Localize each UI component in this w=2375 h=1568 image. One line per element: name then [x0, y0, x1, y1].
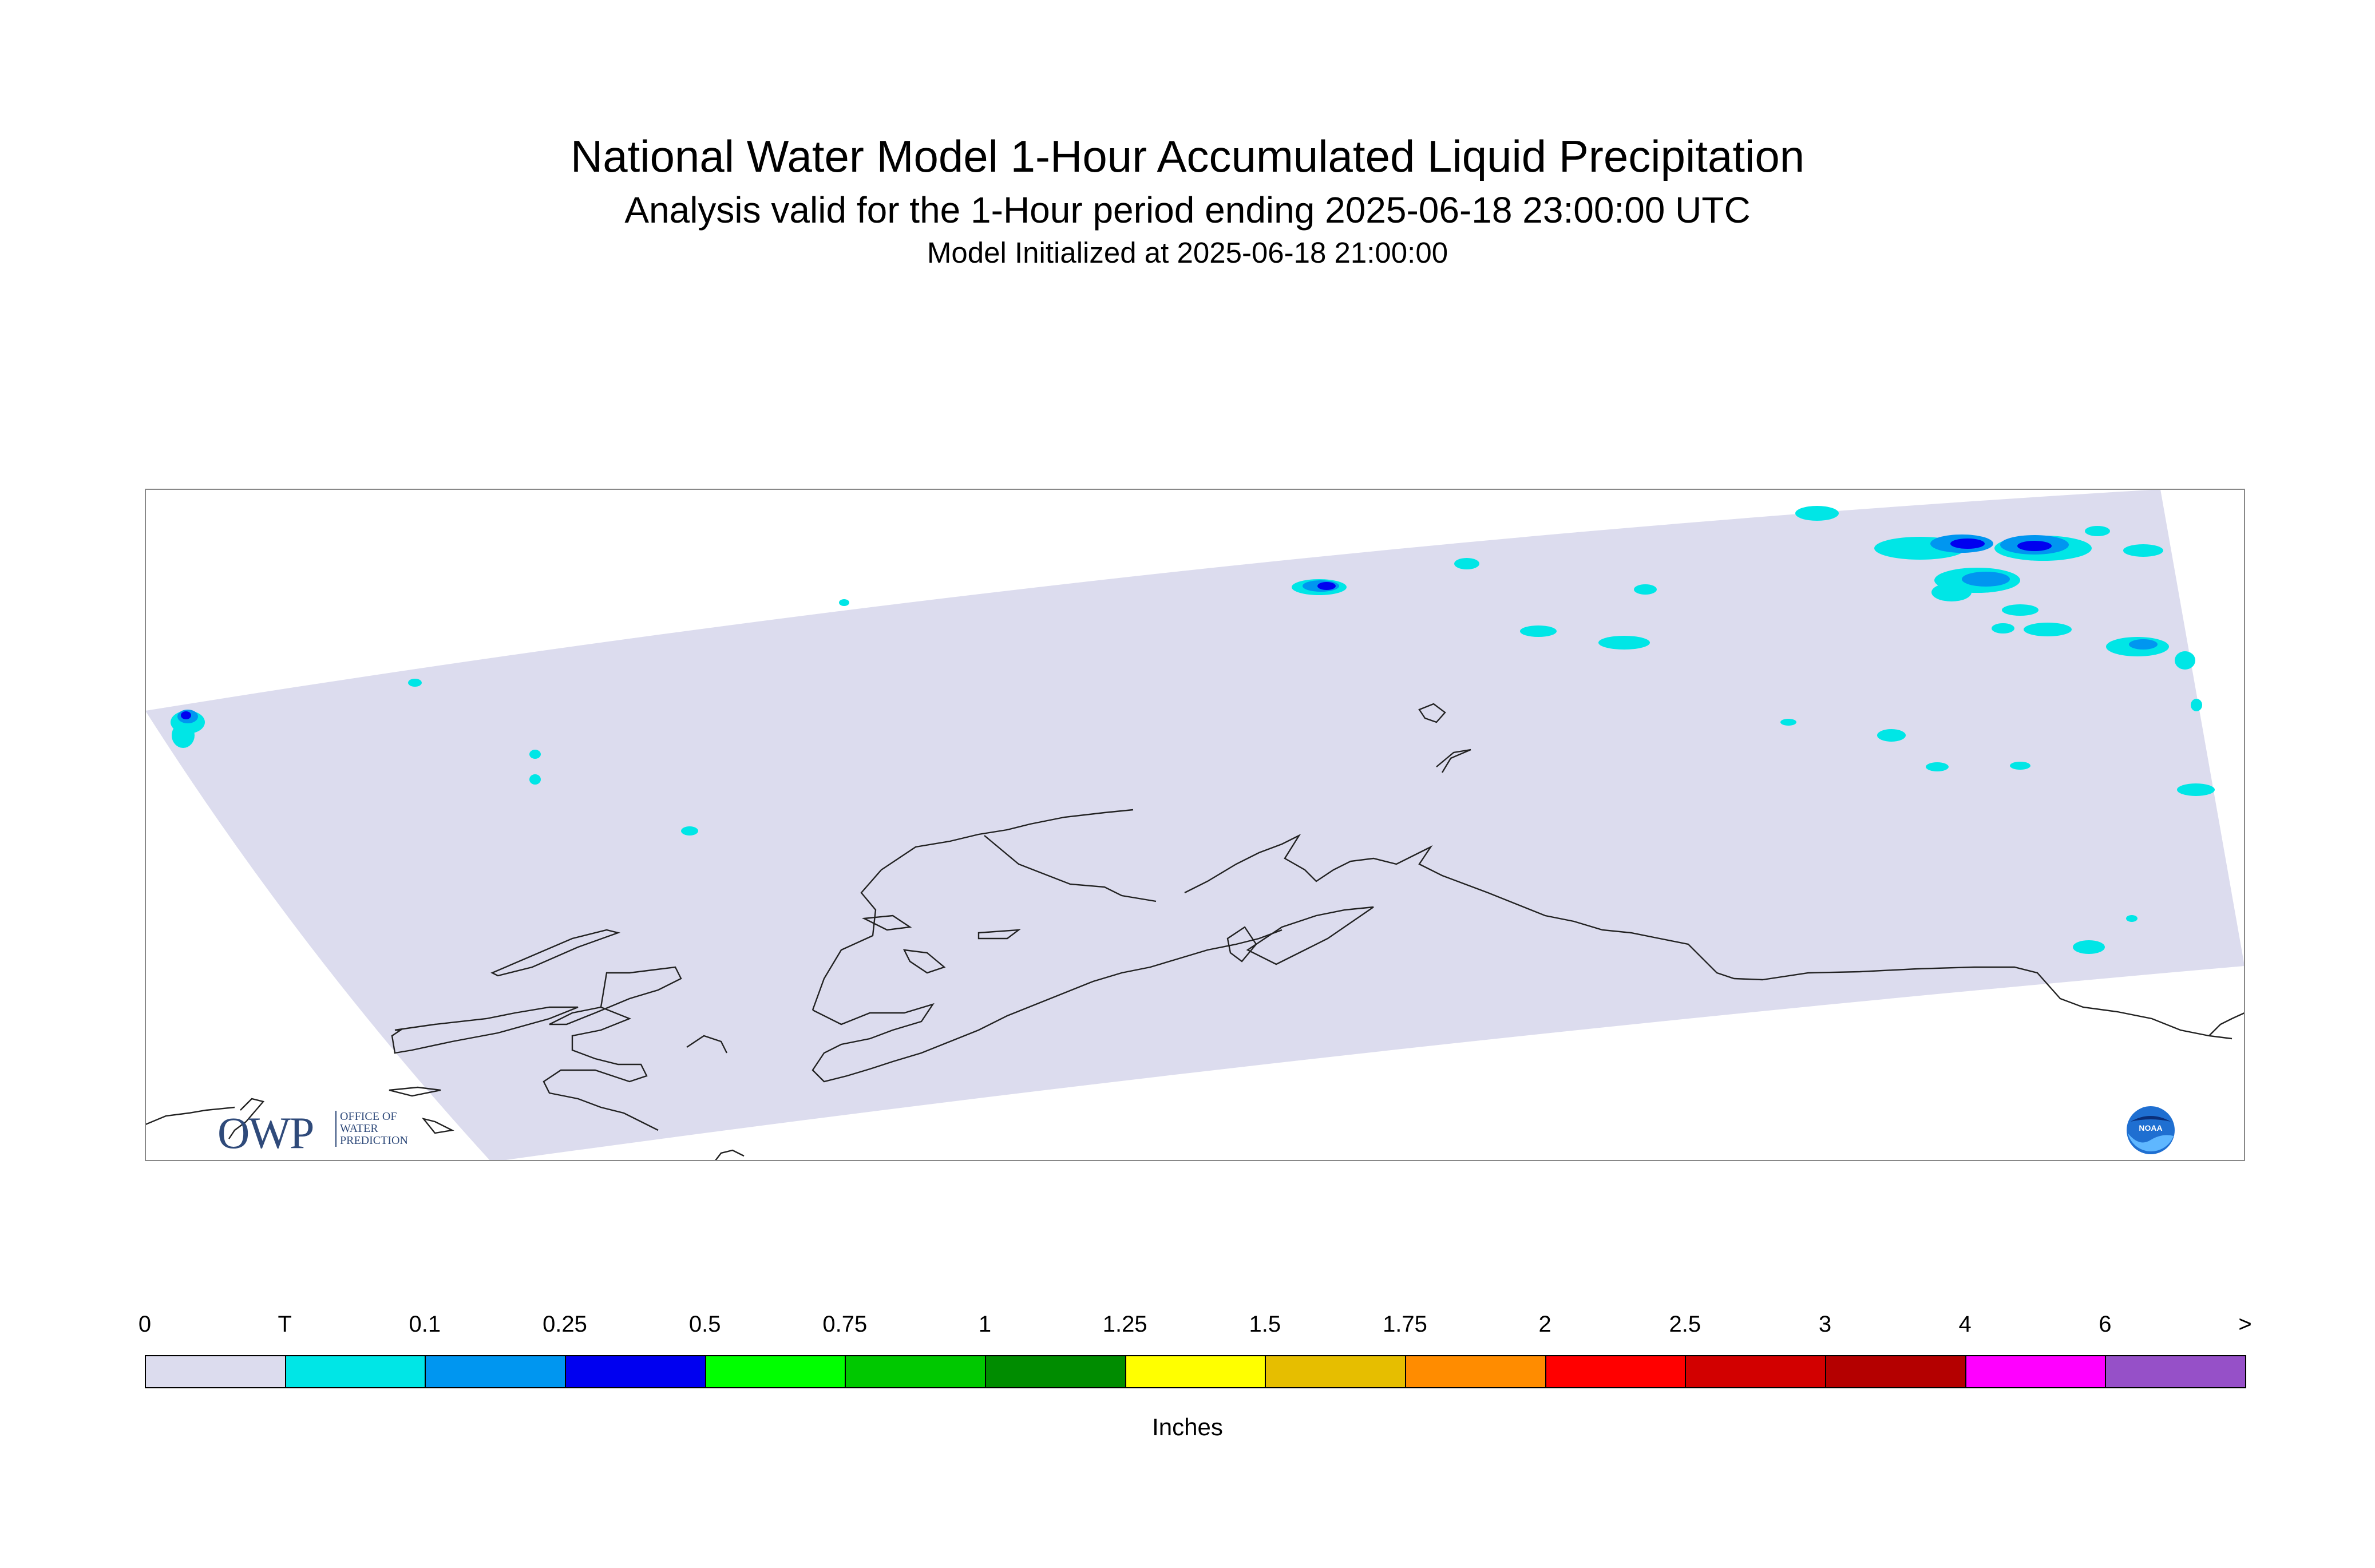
svg-text:NOAA: NOAA	[2139, 1123, 2162, 1133]
legend-units: Inches	[1152, 1413, 1223, 1440]
legend-tick-label: 3	[1818, 1312, 1832, 1337]
precip-heavy	[181, 538, 2052, 719]
legend-tick-label: 2.5	[1669, 1312, 1701, 1337]
legend-tick-label: 4	[1958, 1312, 1972, 1337]
legend-swatch	[1125, 1355, 1266, 1388]
legend-swatch	[1825, 1355, 1966, 1388]
legend-swatch	[1685, 1355, 1826, 1388]
map-subtitle: Analysis valid for the 1-Hour period end…	[624, 189, 1751, 231]
owp-logo-subtext: OFFICE OF WATER PREDICTION	[335, 1111, 408, 1147]
legend-tick-label: 0.75	[822, 1312, 868, 1337]
model-init-text: Model Initialized at 2025-06-18 21:00:00	[927, 236, 1448, 269]
legend-swatch	[1545, 1355, 1687, 1388]
map-frame	[145, 489, 2245, 1161]
owp-logo-text: OWP	[217, 1108, 314, 1158]
legend-tick-label: 1.5	[1249, 1312, 1281, 1337]
legend-swatch	[985, 1355, 1126, 1388]
model-domain	[145, 489, 2245, 1161]
map-title: National Water Model 1-Hour Accumulated …	[570, 131, 1805, 181]
legend-tick-label: 2	[1538, 1312, 1551, 1337]
legend-swatch	[1965, 1355, 2107, 1388]
legend-swatch	[565, 1355, 706, 1388]
legend-swatch	[284, 1355, 426, 1388]
noaa-logo-icon: NOAA	[2127, 1106, 2175, 1154]
legend-tick-label: 0.25	[543, 1312, 587, 1337]
legend-swatch	[145, 1355, 286, 1388]
owp-sub-line: OFFICE OF	[340, 1110, 397, 1123]
legend-tick-label: 1.25	[1102, 1312, 1147, 1337]
legend-swatch	[1405, 1355, 1546, 1388]
legend-tick-label: 1.75	[1383, 1312, 1427, 1337]
legend-tick-label: 0	[138, 1312, 152, 1337]
legend-tick-label: 6	[2099, 1312, 2112, 1337]
owp-sub-line: WATER	[340, 1122, 378, 1135]
legend-tick-label: T	[278, 1312, 292, 1337]
coastlines	[145, 703, 2245, 1161]
legend-tick-label: >	[2238, 1312, 2252, 1337]
color-legend	[145, 1355, 2246, 1391]
legend-swatch	[845, 1355, 986, 1388]
legend-swatch	[704, 1355, 846, 1388]
legend-tick-label: 0.5	[688, 1312, 721, 1337]
owp-sub-line: PREDICTION	[340, 1134, 408, 1147]
legend-tick-label: 1	[978, 1312, 992, 1337]
legend-swatch	[425, 1355, 566, 1388]
legend-swatch	[1265, 1355, 1406, 1388]
legend-tick-label: 0.1	[409, 1312, 441, 1337]
legend-swatch	[2105, 1355, 2246, 1388]
